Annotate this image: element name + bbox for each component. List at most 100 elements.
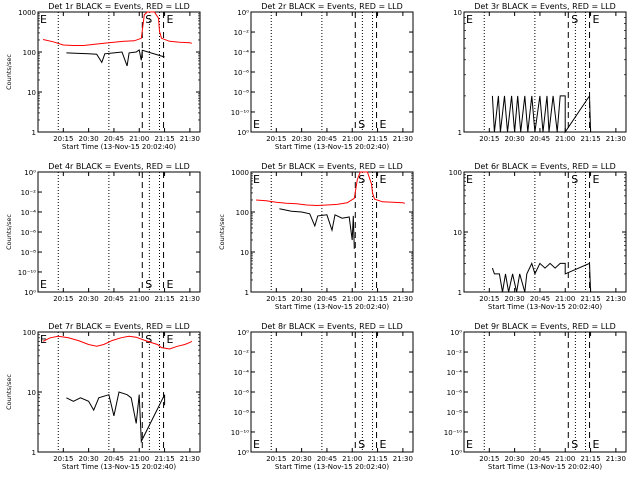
y-tick-label: 10⁻²	[234, 349, 250, 357]
marker-e-label: E	[167, 13, 174, 26]
marker-s-label: S	[145, 278, 152, 291]
y-tick-label: 10⁻⁴	[234, 369, 250, 377]
y-tick-label: 10⁻¹⁰	[444, 429, 462, 437]
events-series-line	[491, 94, 592, 134]
marker-e-left-label: E	[253, 438, 260, 451]
x-tick-label: 21:30	[393, 455, 413, 463]
events-series-line	[491, 262, 592, 293]
x-tick-label: 20:45	[317, 135, 337, 143]
y-tick-label: 10⁻⁶	[234, 69, 250, 77]
x-tick-label: 21:30	[606, 455, 626, 463]
panel-title: Det 8r BLACK = Events, RED = LLD	[261, 322, 403, 331]
panel-title: Det 5r BLACK = Events, RED = LLD	[261, 162, 403, 171]
x-tick-label: 21:30	[606, 295, 626, 303]
marker-e-left-label: E	[40, 278, 47, 291]
y-tick-label: 10⁰	[450, 449, 462, 457]
y-tick-label: 10⁻⁴	[447, 369, 463, 377]
x-axis-label: Start Time (13-Nov-15 20:02:40)	[488, 463, 602, 471]
x-tick-label: 21:30	[180, 295, 200, 303]
panel-title: Det 7r BLACK = Events, RED = LLD	[48, 322, 190, 331]
panel-9: Det 9r BLACK = Events, RED = LLD 10⁰ 10⁻¹⁰…	[444, 322, 627, 471]
x-tick-label: 20:45	[104, 295, 124, 303]
x-tick-label: 20:15	[53, 295, 73, 303]
plot-frame	[463, 171, 627, 293]
x-tick-label: 21:15	[367, 135, 387, 143]
x-axis-label: Start Time (13-Nov-15 20:02:40)	[275, 143, 389, 151]
x-tick-label: 20:45	[104, 135, 124, 143]
x-axis-label: Start Time (13-Nov-15 20:02:40)	[62, 143, 176, 151]
y-tick-label: 10⁻⁸	[21, 249, 37, 257]
x-tick-label: 21:15	[580, 455, 600, 463]
x-tick-label: 20:15	[266, 295, 286, 303]
x-tick-label: 20:30	[79, 295, 99, 303]
y-axis-label: Counts/sec	[5, 214, 13, 250]
panel-title: Det 9r BLACK = Events, RED = LLD	[474, 322, 616, 331]
plot-frame	[250, 331, 414, 453]
x-tick-label: 21:30	[606, 135, 626, 143]
x-tick-label: 21:00	[555, 295, 575, 303]
y-tick-label: 100	[449, 169, 462, 177]
y-tick-label: 1	[245, 289, 249, 297]
marker-e-label: E	[167, 333, 174, 346]
x-tick-label: 20:15	[266, 135, 286, 143]
y-tick-label: 10⁻¹⁰	[231, 429, 249, 437]
x-tick-label: 21:00	[129, 295, 149, 303]
marker-s-label: S	[358, 438, 365, 451]
y-tick-label: 10⁰	[24, 169, 36, 177]
y-tick-label: 100	[236, 209, 249, 217]
y-tick-label: 100	[23, 329, 36, 337]
y-tick-label: 10⁻⁸	[447, 409, 463, 417]
marker-e-label: E	[380, 438, 387, 451]
marker-s-label: S	[358, 173, 365, 186]
y-tick-label: 10	[27, 89, 36, 97]
plot-frame	[250, 171, 414, 293]
y-axis-label: Counts/sec	[218, 214, 226, 250]
y-tick-label: 1	[458, 289, 462, 297]
events-series-line	[66, 391, 166, 444]
x-tick-label: 20:30	[292, 135, 312, 143]
panel-2: Det 2r BLACK = Events, RED = LLD 10⁰ 10⁻¹⁰…	[231, 2, 414, 151]
events-series-line	[66, 49, 165, 67]
x-tick-label: 21:15	[154, 135, 174, 143]
y-tick-label: 10	[240, 249, 249, 257]
marker-s-label: S	[571, 13, 578, 26]
marker-e-label: E	[593, 438, 600, 451]
plot-frame	[463, 11, 627, 133]
x-tick-label: 21:00	[129, 455, 149, 463]
x-axis-label: Start Time (13-Nov-15 20:02:40)	[488, 303, 602, 311]
marker-e-left-label: E	[40, 333, 47, 346]
panel-1: Det 1r BLACK = Events, RED = LLD Counts/s…	[5, 2, 201, 151]
marker-s-label: S	[145, 333, 152, 346]
y-tick-label: 10⁰	[237, 449, 249, 457]
x-axis-label: Start Time (13-Nov-15 20:02:40)	[275, 463, 389, 471]
y-tick-label: 10⁰	[237, 329, 249, 337]
x-tick-label: 20:45	[317, 455, 337, 463]
marker-e-left-label: E	[253, 173, 260, 186]
lld-series-line	[42, 335, 193, 350]
x-tick-label: 20:15	[53, 455, 73, 463]
marker-e-label: E	[593, 13, 600, 26]
x-tick-label: 20:45	[530, 295, 550, 303]
events-series-line	[279, 208, 355, 249]
panel-title: Det 1r BLACK = Events, RED = LLD	[48, 2, 190, 11]
x-tick-label: 20:45	[317, 295, 337, 303]
y-tick-label: 10	[453, 229, 462, 237]
panel-4: Det 4r BLACK = Events, RED = LLD Counts/s…	[5, 162, 201, 303]
y-tick-label: 10	[27, 389, 36, 397]
x-tick-label: 20:45	[530, 135, 550, 143]
marker-s-label: S	[358, 118, 365, 131]
x-axis-label: Start Time (13-Nov-15 20:02:40)	[62, 463, 176, 471]
x-tick-label: 21:30	[393, 295, 413, 303]
x-tick-label: 20:30	[79, 135, 99, 143]
lld-series-line	[256, 171, 406, 207]
x-tick-label: 21:15	[154, 455, 174, 463]
marker-s-label: S	[571, 173, 578, 186]
panel-title: Det 3r BLACK = Events, RED = LLD	[474, 2, 616, 11]
x-tick-label: 21:00	[342, 135, 362, 143]
x-tick-label: 21:15	[580, 295, 600, 303]
y-tick-label: 10⁻¹⁰	[231, 109, 249, 117]
panel-5: Det 5r BLACK = Events, RED = LLD Counts/s…	[218, 162, 414, 311]
y-tick-label: 10⁻²	[21, 189, 37, 197]
x-tick-label: 20:45	[530, 455, 550, 463]
